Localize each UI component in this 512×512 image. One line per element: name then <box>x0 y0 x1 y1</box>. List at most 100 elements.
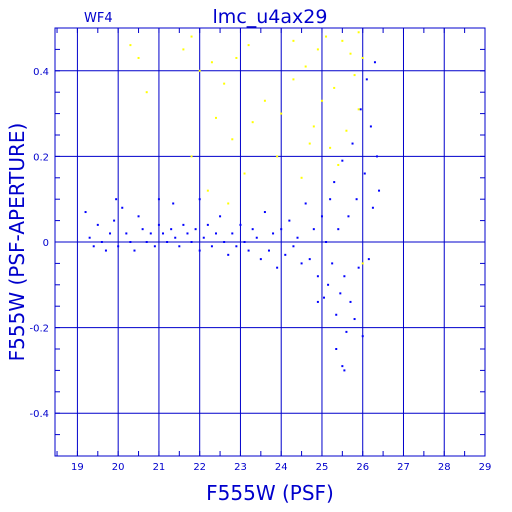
data-point <box>292 39 295 42</box>
data-point <box>325 241 328 243</box>
data-point <box>329 146 332 149</box>
data-point <box>255 236 258 239</box>
x-tick-label: 22 <box>193 462 206 473</box>
data-point <box>327 283 330 286</box>
data-point <box>96 223 99 226</box>
x-tick-label: 27 <box>397 462 410 473</box>
data-point <box>125 232 128 235</box>
data-point <box>100 241 103 243</box>
x-tick-label: 23 <box>234 462 247 473</box>
data-point <box>292 245 295 248</box>
x-tick-label: 26 <box>356 462 369 473</box>
data-point <box>361 335 364 338</box>
data-point <box>92 245 95 248</box>
data-point <box>186 232 189 235</box>
data-point <box>190 155 193 158</box>
data-point <box>333 181 336 184</box>
data-point <box>323 296 326 299</box>
data-point <box>263 211 266 214</box>
data-point <box>300 176 303 179</box>
data-point <box>231 138 234 141</box>
data-point <box>337 228 340 231</box>
x-tick-label: 25 <box>316 462 329 473</box>
data-point <box>198 249 201 252</box>
data-point <box>84 211 87 214</box>
data-point <box>353 318 356 321</box>
data-point <box>210 61 213 64</box>
data-point <box>341 365 344 368</box>
data-point <box>304 202 307 205</box>
x-tick-label: 21 <box>153 462 166 473</box>
data-point <box>166 241 169 243</box>
data-point <box>341 159 344 162</box>
data-point <box>251 121 254 124</box>
data-point <box>369 125 372 128</box>
data-point <box>227 253 230 256</box>
grid <box>55 28 485 456</box>
data-point <box>353 74 356 77</box>
data-point <box>235 56 238 59</box>
data-point <box>145 241 148 243</box>
data-point <box>178 245 181 248</box>
data-point <box>361 262 364 265</box>
data-point <box>206 189 209 192</box>
data-point <box>347 215 350 218</box>
data-point <box>351 142 354 145</box>
data-point <box>333 86 336 89</box>
data-point <box>141 228 144 231</box>
data-point <box>343 369 346 372</box>
data-point <box>88 236 91 239</box>
data-point <box>137 56 140 59</box>
data-point <box>115 198 118 201</box>
data-point <box>272 232 275 235</box>
data-point <box>267 249 270 252</box>
data-point <box>113 219 116 222</box>
data-point <box>198 69 201 72</box>
y-axis-label: F555W (PSF-APERTURE) <box>5 123 29 362</box>
data-point <box>276 155 279 158</box>
data-point <box>300 262 303 265</box>
data-point <box>280 112 283 115</box>
data-point <box>363 172 366 175</box>
y-tick-label: 0.4 <box>33 67 49 78</box>
data-point <box>243 241 246 243</box>
data-point <box>341 39 344 42</box>
data-point <box>357 108 360 111</box>
data-point <box>316 300 319 303</box>
data-point <box>335 348 338 350</box>
data-point <box>251 228 254 231</box>
data-point <box>117 245 120 248</box>
data-point <box>373 61 376 64</box>
data-point <box>316 48 319 51</box>
data-point <box>355 198 358 201</box>
data-point <box>231 232 234 235</box>
data-point <box>296 236 299 239</box>
data-point <box>214 116 217 119</box>
data-point <box>210 245 213 248</box>
data-points <box>84 31 381 372</box>
data-point <box>320 215 323 218</box>
data-point <box>149 232 152 235</box>
data-point <box>339 292 342 295</box>
data-point <box>190 241 193 243</box>
data-point <box>345 129 348 132</box>
data-point <box>109 232 112 235</box>
data-point <box>174 236 177 239</box>
data-point <box>349 300 352 303</box>
data-point <box>223 241 226 243</box>
axis-ticks: 19 20 21 22 23 24 25 26 27 28 29 -0.4 -0.2 0 0.2 0.4 <box>29 28 491 473</box>
data-point <box>182 48 185 51</box>
data-point <box>325 35 328 38</box>
data-point <box>157 198 160 201</box>
data-point <box>219 215 222 218</box>
data-point <box>214 232 217 235</box>
data-point <box>284 253 287 256</box>
data-point <box>170 228 173 231</box>
data-point <box>182 223 185 226</box>
data-point <box>247 249 250 252</box>
data-point <box>357 266 360 269</box>
data-point <box>280 228 283 231</box>
data-point <box>137 215 140 218</box>
x-tick-label: 28 <box>438 462 451 473</box>
